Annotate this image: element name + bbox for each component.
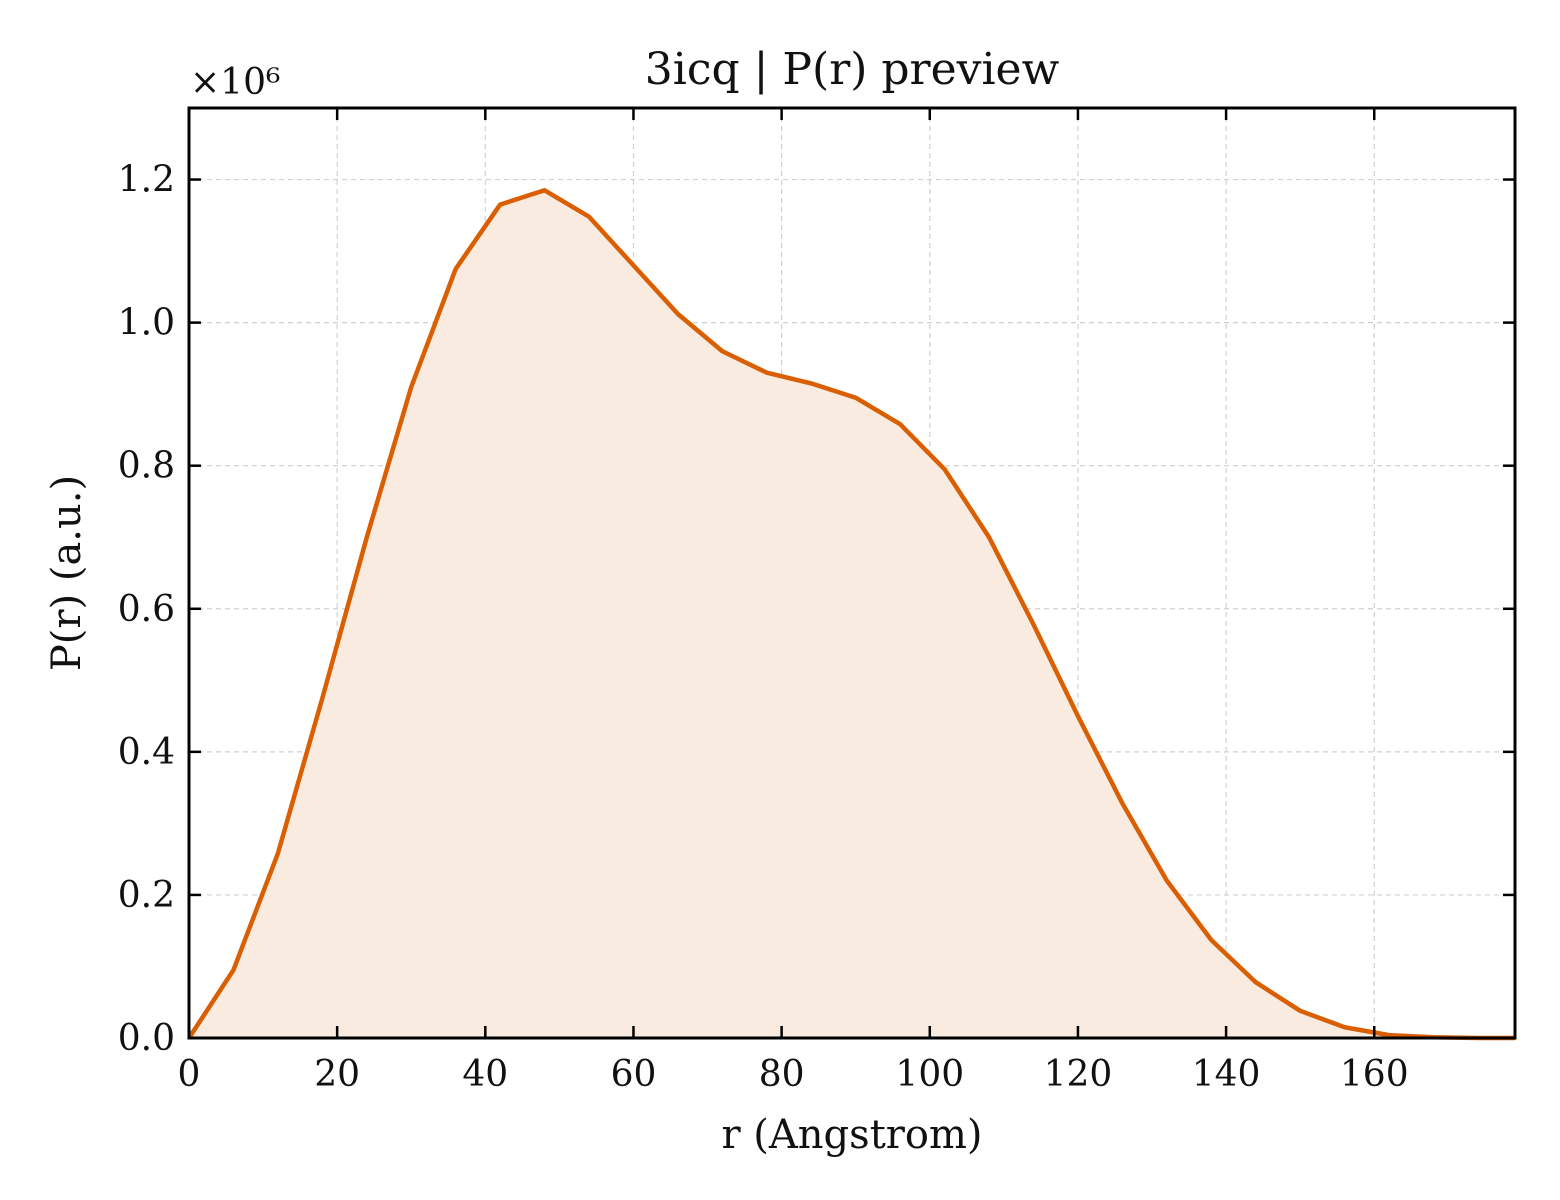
y-axis-label: P(r) (a.u.) [44,475,90,671]
x-tick-label: 60 [611,1054,657,1095]
x-tick-label: 160 [1340,1054,1409,1095]
y-axis-multiplier: ×10⁶ [190,62,280,103]
area-fill [189,190,1515,1038]
x-tick-label: 20 [314,1054,360,1095]
y-axis: 0.0 0.2 0.4 0.6 0.8 1.0 1.2 [118,160,1515,1059]
y-tick-label: 1.2 [118,160,175,201]
x-axis: 0 20 40 60 80 100 120 140 160 [178,108,1409,1095]
x-tick-label: 0 [178,1054,201,1095]
y-tick-label: 1.0 [118,303,175,344]
x-tick-label: 140 [1192,1054,1261,1095]
x-tick-label: 120 [1044,1054,1113,1095]
y-tick-label: 0.4 [118,732,175,773]
chart-title: 3icq | P(r) preview [645,44,1060,95]
x-tick-label: 40 [462,1054,508,1095]
x-axis-label: r (Angstrom) [721,1112,982,1158]
series-line [187,188,1515,1041]
x-tick-label: 80 [759,1054,805,1095]
y-tick-label: 0.8 [118,446,175,487]
y-tick-label: 0.6 [118,589,175,630]
y-tick-label: 0.0 [118,1018,175,1059]
x-tick-label: 100 [895,1054,964,1095]
plot-frame [187,106,1517,1040]
y-tick-label: 0.2 [118,875,175,916]
